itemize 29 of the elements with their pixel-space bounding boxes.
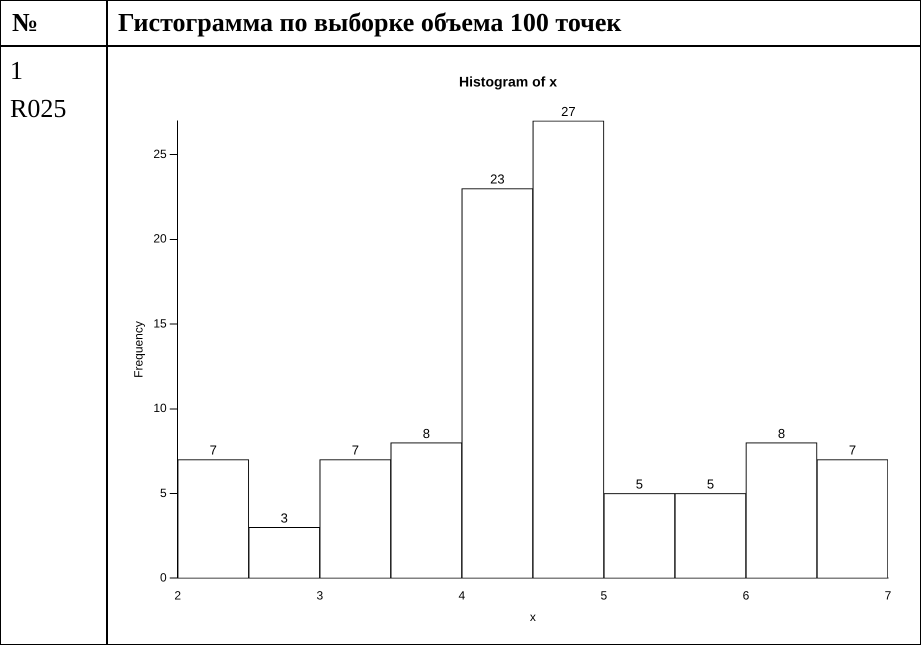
x-tick-label: 6 <box>742 588 750 603</box>
data-label: 8 <box>778 426 786 441</box>
x-tick-label: 5 <box>600 588 608 603</box>
text: R025 <box>10 94 66 123</box>
y-tick-label: 20 <box>153 232 168 246</box>
data-label: 8 <box>422 426 430 441</box>
data-label: 7 <box>848 442 856 458</box>
x-axis-title: x <box>530 610 536 624</box>
x-tick-label: 3 <box>316 588 324 603</box>
data-label: 5 <box>636 476 644 492</box>
text: Гистограмма по выборке объема 100 точек <box>118 8 622 37</box>
y-axis-title: Frequency <box>132 321 146 378</box>
x-tick-label: 7 <box>884 588 892 603</box>
x-tick-label: 2 <box>174 588 182 603</box>
y-tick-label: 15 <box>153 316 168 330</box>
data-label: 23 <box>490 172 505 187</box>
data-label: 5 <box>706 476 714 492</box>
data-label: 3 <box>280 510 288 526</box>
y-tick-label: 10 <box>153 401 168 416</box>
y-tick-label: 5 <box>160 486 168 500</box>
text: 1 <box>10 56 23 85</box>
y-tick-label: 0 <box>160 570 168 585</box>
x-tick-label: 4 <box>458 588 466 603</box>
data-label: 27 <box>561 104 576 119</box>
chart-title: Histogram of x <box>458 73 558 90</box>
y-tick-label: 25 <box>153 146 168 161</box>
text: № <box>12 8 38 37</box>
data-label: 7 <box>352 442 359 458</box>
data-label: 7 <box>210 442 217 458</box>
